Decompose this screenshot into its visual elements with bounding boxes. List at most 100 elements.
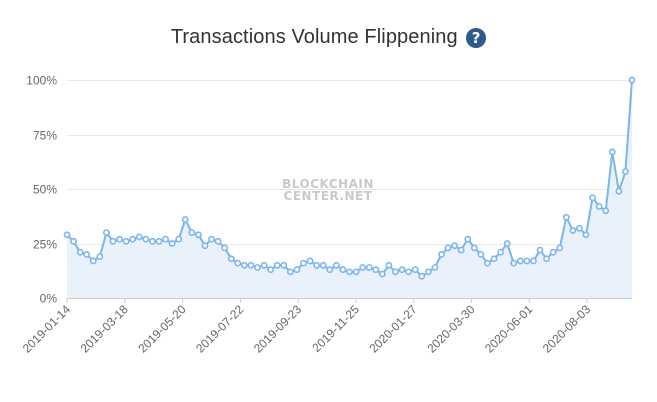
data-point	[385, 261, 393, 269]
data-point	[431, 264, 439, 271]
data-point	[352, 268, 360, 276]
data-point	[162, 235, 169, 243]
data-point	[523, 257, 531, 265]
x-tick-label: 2019-03-18	[78, 302, 132, 356]
data-point	[227, 255, 235, 263]
y-tick-label: 0%	[40, 292, 58, 306]
data-point	[247, 261, 255, 269]
data-point	[365, 264, 373, 271]
x-tick-label: 2020-08-03	[540, 302, 594, 356]
y-tick-label: 50%	[33, 183, 57, 197]
data-point	[602, 207, 610, 215]
data-point	[122, 237, 130, 245]
data-point	[556, 244, 564, 252]
data-point	[497, 248, 504, 256]
data-point	[63, 231, 71, 239]
data-point	[530, 257, 537, 265]
data-point	[543, 255, 550, 263]
data-point	[300, 259, 307, 267]
data-point	[293, 266, 301, 274]
data-point	[155, 237, 163, 245]
data-point	[464, 235, 472, 243]
data-point	[103, 229, 110, 236]
data-point	[89, 257, 97, 265]
data-point	[76, 248, 84, 256]
data-point	[168, 240, 176, 247]
data-point	[595, 203, 603, 210]
y-tick-label: 100%	[26, 74, 57, 88]
data-point	[201, 242, 209, 250]
question-circle-icon[interactable]: ?	[466, 27, 487, 48]
data-point	[576, 224, 583, 232]
data-point	[181, 216, 189, 223]
data-point	[470, 244, 478, 252]
data-point	[129, 235, 137, 243]
watermark-line2: CENTER.NET	[284, 189, 373, 203]
data-point	[188, 229, 196, 236]
data-point	[589, 194, 596, 202]
data-point	[628, 76, 636, 84]
data-point	[208, 235, 215, 243]
y-tick-label: 75%	[33, 129, 57, 143]
data-point	[267, 266, 275, 274]
data-point	[562, 213, 570, 221]
watermark-line1: BLOCKCHAIN	[282, 177, 374, 191]
data-point	[346, 268, 353, 276]
data-point	[549, 248, 557, 256]
data-point	[214, 237, 222, 245]
data-point	[411, 266, 419, 274]
data-point	[254, 264, 261, 271]
chart-title: Transactions Volume Flippening	[170, 26, 458, 48]
data-point	[221, 244, 229, 252]
x-tick-label: 2020-03-30	[424, 302, 478, 356]
x-tick-label: 2019-05-20	[135, 302, 189, 356]
data-point	[109, 237, 117, 245]
data-point	[194, 231, 202, 239]
data-point	[392, 268, 399, 276]
x-tick-label: 2019-01-14	[20, 302, 74, 356]
data-point	[451, 242, 459, 250]
data-point	[622, 168, 629, 175]
data-point	[615, 187, 623, 195]
data-point	[313, 261, 321, 269]
data-point	[332, 261, 340, 269]
data-point	[286, 268, 294, 276]
x-tick-label: 2020-01-27	[367, 302, 421, 356]
data-point	[516, 257, 524, 265]
data-point	[149, 237, 156, 245]
x-tick-label: 2019-11-25	[309, 302, 362, 355]
data-point	[405, 268, 413, 276]
data-point	[359, 264, 367, 271]
data-point	[116, 235, 123, 243]
data-point	[378, 270, 386, 278]
x-tick-label: 2019-09-23	[251, 302, 305, 356]
data-point	[372, 266, 380, 274]
data-point	[234, 259, 242, 267]
data-point	[240, 261, 248, 269]
data-point	[339, 266, 347, 274]
data-point	[490, 255, 498, 263]
data-point	[135, 233, 143, 241]
data-point	[273, 261, 281, 269]
data-point	[398, 266, 406, 274]
data-point	[457, 246, 465, 254]
data-point	[142, 235, 150, 243]
data-point	[582, 231, 590, 239]
data-point	[484, 259, 491, 267]
data-point	[503, 240, 511, 247]
data-point	[569, 227, 577, 234]
data-point	[260, 261, 268, 269]
data-point	[424, 268, 432, 276]
data-point	[83, 250, 91, 258]
data-point	[438, 250, 445, 258]
data-point	[536, 246, 544, 254]
chart-title-row: Transactions Volume Flippening ?	[0, 26, 657, 49]
data-point	[319, 261, 327, 269]
data-point	[280, 261, 288, 269]
data-point	[306, 257, 314, 265]
data-point	[96, 253, 104, 260]
data-point	[175, 235, 183, 243]
data-point	[477, 250, 485, 258]
data-point	[326, 266, 334, 274]
